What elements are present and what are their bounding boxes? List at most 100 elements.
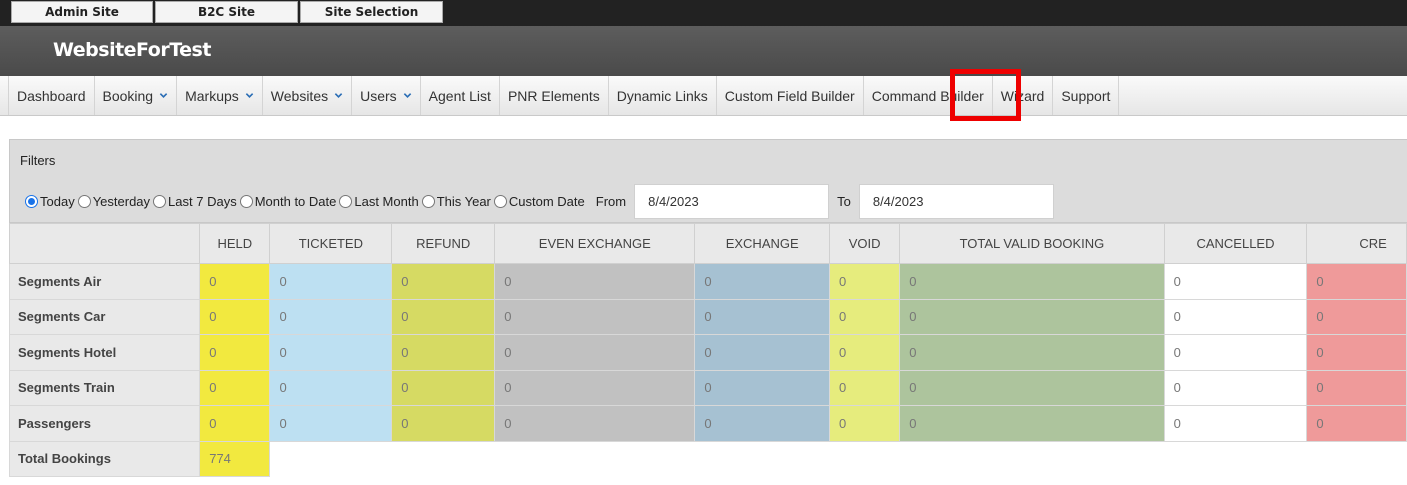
date-filter-row: Today Yesterday Last 7 Days Month to Date La… (25, 183, 1054, 219)
radio-label: Month to Date (254, 193, 337, 209)
table-cell: 0 (269, 298, 393, 335)
nav-item-label: PNR Elements (507, 87, 600, 104)
nav-item-label: Booking (102, 87, 154, 104)
nav-item-label: Dashboard (17, 87, 86, 104)
nav-item-label: Custom Field Builder (724, 87, 855, 104)
empty-cell (1164, 441, 1307, 477)
radio-month-to-date[interactable]: Month to Date (239, 193, 337, 209)
from-date-input[interactable]: 8/4/2023 (634, 183, 830, 219)
nav-item-pnr-elements[interactable]: PNR Elements (500, 76, 609, 115)
nav-item-wizard[interactable]: Wizard (993, 76, 1054, 115)
radio-label: Custom Date (508, 193, 585, 209)
radio-today[interactable]: Today (25, 194, 75, 209)
brand-title[interactable]: WebsiteForTest (53, 39, 211, 61)
nav-item-label: Agent List (428, 87, 491, 104)
col-header-total-valid-booking: TOTAL VALID BOOKING (899, 223, 1165, 264)
table-header-row: HELD TICKETED REFUND EVEN EXCHANGE EXCHANGE V… (8, 223, 1407, 264)
table-cell: 0 (1163, 263, 1308, 300)
table-cell: 0 (1163, 405, 1308, 442)
radio-label: Last 7 Days (168, 193, 237, 209)
table-cell: 0 (899, 298, 1165, 335)
nav-item-dashboard[interactable]: Dashboard (8, 76, 95, 115)
table-cell: 0 (494, 263, 696, 300)
radio-button[interactable] (239, 194, 253, 208)
table-cell: 0 (494, 298, 696, 335)
nav-item-label: Support (1061, 87, 1111, 104)
table-cell: 0 (269, 405, 393, 442)
radio-button[interactable] (153, 194, 167, 208)
col-header-even-exchange: EVEN EXCHANGE (494, 223, 696, 264)
radio-button[interactable] (493, 194, 507, 208)
table-cell: 0 (694, 334, 831, 371)
b2c-site-button[interactable]: B2C Site (155, 1, 298, 23)
col-header-cre: CRE (1306, 223, 1407, 264)
radio-yesterday[interactable]: Yesterday (77, 193, 151, 209)
to-label: To (837, 193, 851, 209)
radio-custom-date[interactable]: Custom Date (493, 193, 585, 209)
nav-item-support[interactable]: Support (1053, 76, 1120, 115)
col-header-ticketed: TICKETED (269, 223, 393, 264)
nav-item-label: Dynamic Links (616, 87, 708, 104)
empty-cell (694, 441, 830, 477)
admin-site-button[interactable]: Admin Site (11, 1, 153, 23)
nav-item-websites[interactable]: Websites (263, 76, 353, 115)
table-cell: 0 (1306, 405, 1407, 442)
table-cell: 0 (899, 334, 1165, 371)
table-row: Segments Hotel 0 0 0 0 0 0 0 0 0 (8, 334, 1407, 371)
row-label: Segments Train (8, 369, 201, 406)
table-row: Segments Train 0 0 0 0 0 0 0 0 0 (8, 369, 1407, 406)
radio-button[interactable] (77, 194, 91, 208)
col-header-exchange: EXCHANGE (694, 223, 831, 264)
table-row: Passengers 0 0 0 0 0 0 0 0 0 (8, 405, 1407, 442)
nav-item-label: Command Builder (871, 87, 984, 104)
empty-cell (899, 441, 1165, 477)
radio-last-7-days[interactable]: Last 7 Days (153, 194, 237, 209)
nav-item-custom-field-builder[interactable]: Custom Field Builder (717, 76, 864, 115)
table-cell: 0 (199, 263, 271, 300)
table-cell: 0 (694, 263, 831, 300)
total-bookings-label: Total Bookings (8, 440, 201, 477)
table-cell: 0 (829, 298, 901, 335)
radio-last-month[interactable]: Last Month (339, 194, 419, 209)
nav-items: Dashboard Booking Markups Websites Users Agen… (8, 76, 1120, 115)
table-cell: 0 (494, 369, 696, 406)
wizard-highlight-box (950, 69, 1021, 121)
nav-item-users[interactable]: Users (352, 76, 421, 115)
table-cell: 0 (269, 263, 393, 300)
table-cell: 0 (899, 405, 1165, 442)
table-cell: 0 (199, 405, 271, 442)
empty-cell (494, 441, 695, 477)
table-cell: 0 (694, 405, 831, 442)
to-date-input[interactable]: 8/4/2023 (858, 183, 1054, 219)
nav-item-label: Wizard (1000, 87, 1045, 104)
radio-this-year[interactable]: This Year (421, 194, 491, 209)
empty-cell (269, 441, 392, 477)
nav-item-booking[interactable]: Booking (95, 76, 178, 115)
nav-item-label: Users (360, 87, 397, 104)
site-selection-button[interactable]: Site Selection (300, 1, 443, 23)
radio-label: Today (40, 193, 75, 209)
table-cell: 0 (694, 369, 831, 406)
nav-item-dynamic-links[interactable]: Dynamic Links (609, 76, 717, 115)
chevron-down-icon (403, 93, 411, 98)
radio-button[interactable] (25, 194, 38, 208)
row-label: Segments Car (8, 298, 201, 335)
total-bookings-value: 774 (199, 440, 271, 477)
radio-button[interactable] (421, 194, 435, 208)
nav-item-agent-list[interactable]: Agent List (421, 76, 500, 115)
table-cell: 0 (494, 334, 696, 371)
table-cell: 0 (899, 263, 1165, 300)
table-cell: 0 (1306, 334, 1407, 371)
radio-label: Yesterday (92, 193, 151, 209)
table-cell: 0 (1306, 263, 1407, 300)
col-header-held: HELD (199, 223, 271, 264)
table-cell: 0 (391, 334, 496, 371)
row-label: Passengers (8, 405, 201, 442)
empty-cell (391, 441, 495, 477)
total-bookings-row: Total Bookings 774 (8, 440, 1407, 477)
empty-cell (1306, 441, 1407, 477)
table-cell: 0 (899, 369, 1165, 406)
radio-button[interactable] (339, 194, 353, 208)
nav-item-command-builder[interactable]: Command Builder (864, 76, 993, 115)
nav-item-markups[interactable]: Markups (177, 76, 263, 115)
